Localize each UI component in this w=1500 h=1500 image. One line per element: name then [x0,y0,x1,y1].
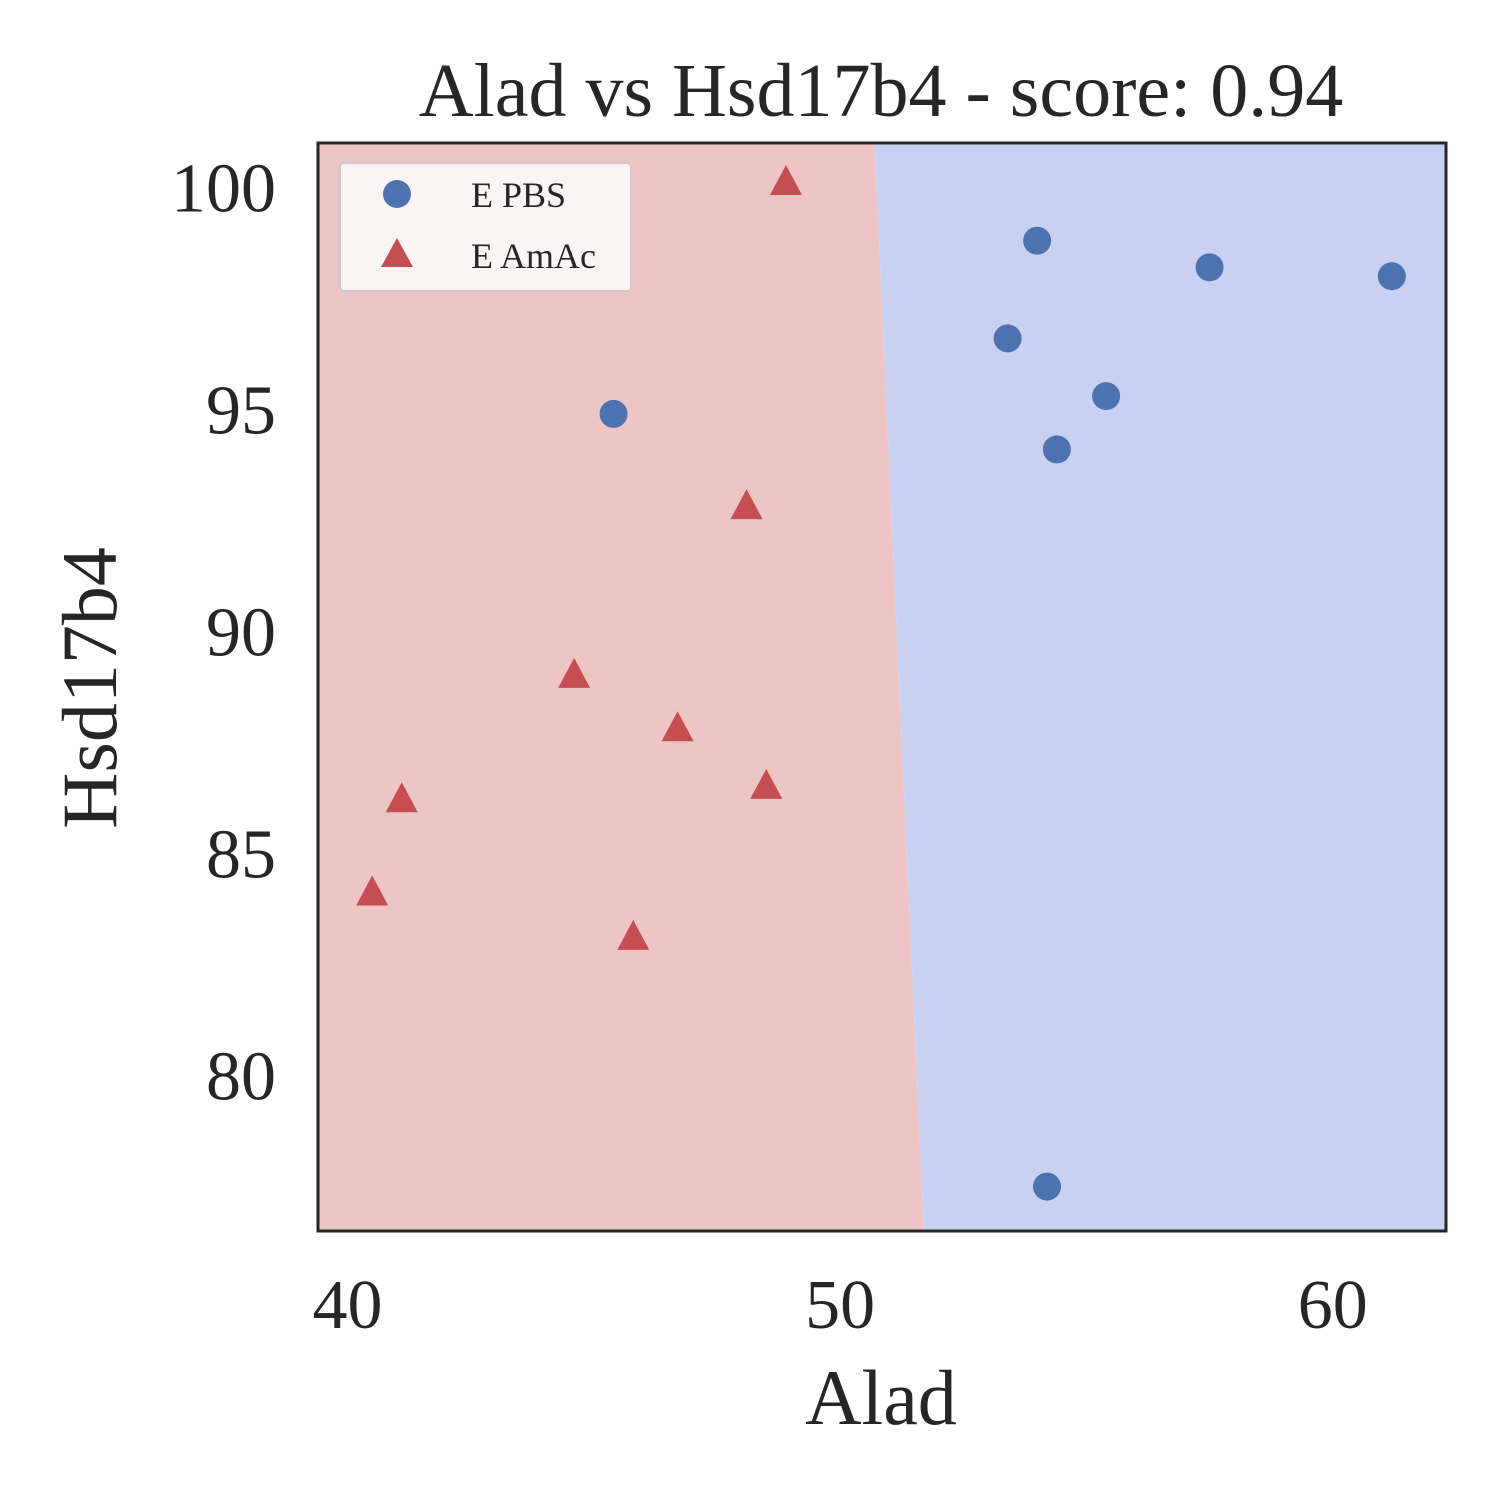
point-e-amac-8 [617,919,650,950]
plot-frame [316,141,1448,1233]
y-tick-label-80: 80 [206,1039,276,1116]
x-axis-label: Alad [805,1354,957,1441]
point-e-pbs-2 [993,324,1022,353]
data-points [356,164,1406,1201]
chart-title: Alad vs Hsd17b4 - score: 0.94 [419,49,1344,133]
point-e-amac-5 [750,768,783,799]
axis-ticks: 40 50 60 80 85 90 95 100 [171,150,1368,1344]
point-e-pbs-1 [599,399,628,428]
point-e-pbs-4 [1042,435,1071,464]
point-e-pbs-5 [1092,382,1121,411]
point-e-amac-1 [769,164,802,195]
point-e-pbs-7 [1377,262,1406,291]
point-e-amac-7 [356,875,389,906]
legend: E PBS E AmAc [339,162,632,292]
y-tick-label-100: 100 [171,150,276,227]
legend-label-e-pbs: E PBS [471,175,566,215]
x-tick-label-50: 50 [805,1267,875,1344]
point-e-amac-3 [558,657,591,688]
x-tick-label-40: 40 [313,1267,383,1344]
legend-label-e-amac: E AmAc [471,236,596,276]
y-tick-label-95: 95 [206,372,276,449]
point-e-pbs-8 [1033,1172,1062,1201]
plot-background [318,143,1446,1231]
y-axis-label: Hsd17b4 [46,547,133,829]
point-e-pbs-6 [1195,253,1224,282]
point-e-amac-4 [661,711,694,742]
point-e-amac-6 [385,782,418,813]
point-e-amac-2 [730,489,763,520]
x-tick-label-60: 60 [1298,1267,1368,1344]
decision-region-e-pbs [874,143,1446,1231]
legend-marker-e-pbs [383,180,411,208]
y-tick-label-90: 90 [206,594,276,671]
point-e-pbs-3 [1023,226,1052,255]
decision-region-e-amac [318,143,924,1231]
legend-box [339,162,632,292]
legend-marker-e-amac [381,238,413,267]
y-tick-label-85: 85 [206,817,276,894]
